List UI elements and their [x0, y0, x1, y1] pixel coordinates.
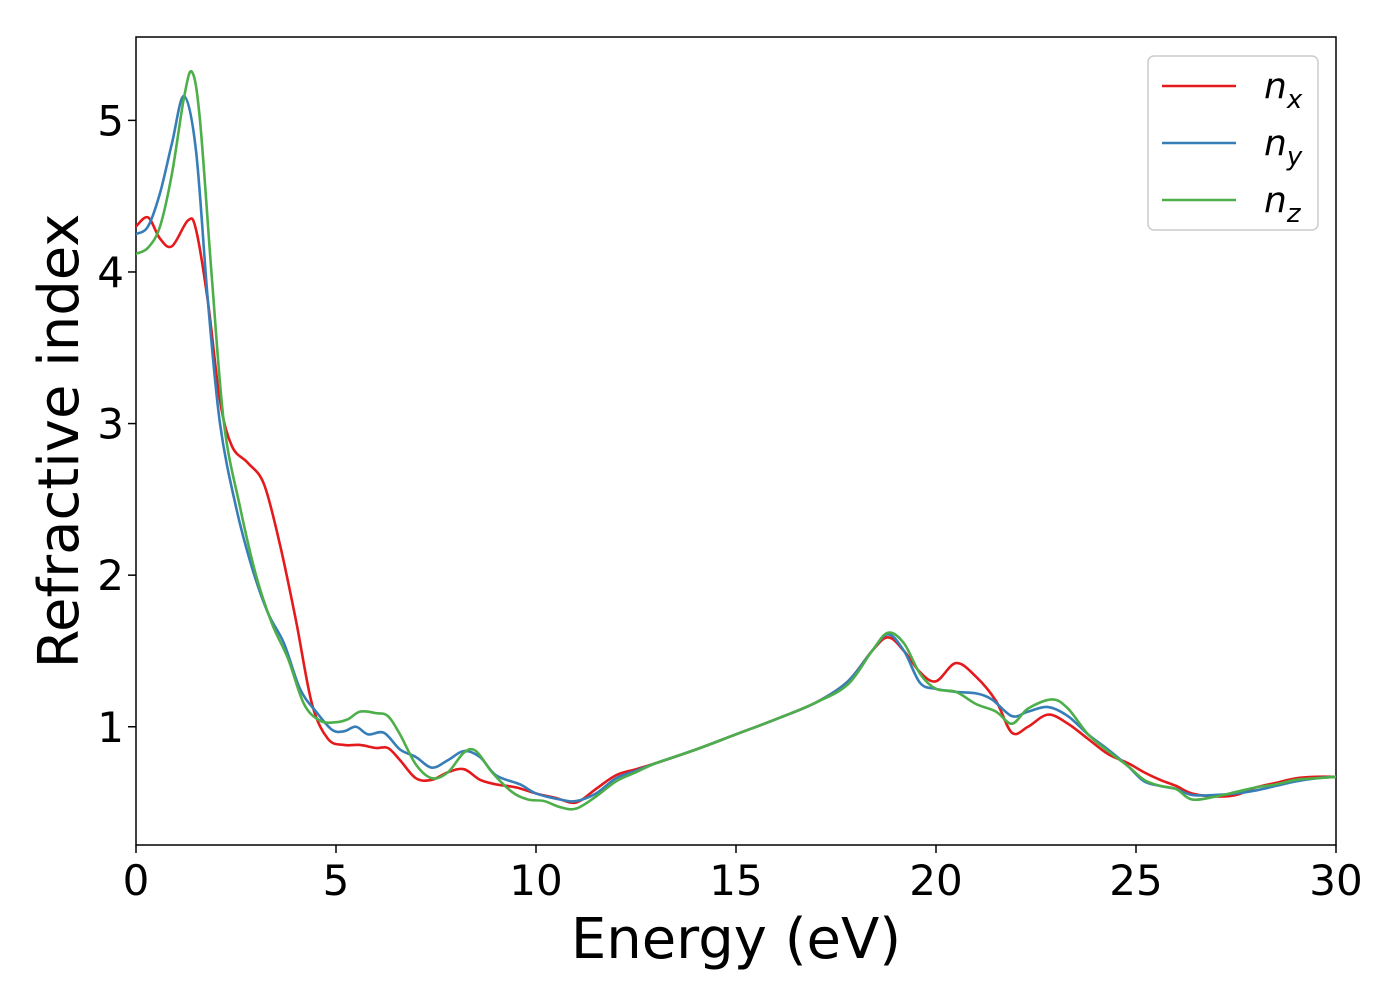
y-axis-ticks: 1 2 3 4 5	[97, 96, 136, 752]
series-line-z	[136, 69, 1336, 811]
series-line-x	[136, 215, 1336, 805]
x-tick-label: 20	[909, 856, 962, 905]
x-tick-label: 25	[1109, 856, 1162, 905]
x-axis-label: Energy (eV)	[571, 907, 901, 972]
legend: nx ny nz	[1147, 55, 1319, 231]
legend-label-x: nx	[1264, 66, 1303, 115]
y-tick-label: 2	[97, 551, 124, 600]
x-tick-label: 5	[323, 856, 350, 905]
x-axis-ticks: 0 5 10 15 20 25 30	[123, 845, 1363, 905]
legend-label-z: nz	[1264, 180, 1302, 229]
legend-label-y: ny	[1264, 123, 1303, 172]
y-tick-label: 4	[97, 248, 124, 297]
series-layer	[136, 69, 1336, 811]
x-tick-label: 30	[1309, 856, 1362, 905]
x-tick-label: 10	[509, 856, 562, 905]
y-tick-label: 3	[97, 400, 124, 449]
x-tick-label: 0	[123, 856, 150, 905]
y-axis-label: Refractive index	[27, 214, 92, 669]
x-tick-label: 15	[709, 856, 762, 905]
plot-area-group: 0 5 10 15 20 25 30 1 2 3 4 5	[97, 36, 1363, 905]
y-tick-label: 5	[97, 96, 124, 145]
y-tick-label: 1	[97, 703, 124, 752]
